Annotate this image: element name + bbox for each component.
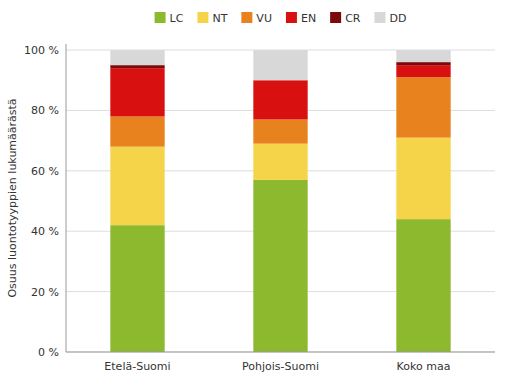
legend-label: LC [170,12,184,25]
bar-segment [396,62,450,65]
x-tick-label: Pohjois-Suomi [242,360,319,373]
y-axis-line [66,44,67,352]
y-tick-label: 20 % [31,286,59,299]
bar-segment [110,65,164,68]
grid-line [66,352,495,353]
legend-item: CR [330,12,361,25]
legend-label: DD [389,12,406,25]
chart-container: 0 % 20 % 40 % 60 % 80 % 100 % Etelä-Suomi Pohjo… [0,0,509,392]
legend-item: VU [241,12,272,25]
bars [110,50,450,352]
legend-swatch [197,12,208,23]
legend-label: NT [212,12,227,25]
x-axis-line [66,352,495,353]
legend-swatch [241,12,252,23]
legend-item: LC [155,12,184,25]
legend-label: EN [301,12,316,25]
legend-swatch [330,12,341,23]
bar-segment [110,68,164,116]
chart-svg: 0 % 20 % 40 % 60 % 80 % 100 % Etelä-Suomi Pohjo… [0,0,509,392]
x-tick-label: Etelä-Suomi [104,360,170,373]
bar-segment [110,116,164,146]
bar-segment [396,77,450,137]
bar-segment [396,50,450,62]
legend-swatch [155,12,166,23]
y-tick-label: 60 % [31,165,59,178]
bar-segment [253,180,307,352]
bar-segment [396,219,450,352]
legend-item: DD [374,12,406,25]
y-tick-label: 40 % [31,225,59,238]
legend-label: VU [256,12,272,25]
legend: LC NT VU EN CR DD [155,12,407,25]
grid [66,50,495,352]
bar-segment [396,65,450,77]
y-tick-label: 0 % [38,346,59,359]
bar-segment [253,80,307,119]
legend-swatch [374,12,385,23]
legend-item: NT [197,12,227,25]
bar-segment [396,138,450,220]
y-axis-label: Osuus luontotyyppien lukumäärästä [6,98,19,297]
y-tick-label: 100 % [24,44,59,57]
bar-segment [110,225,164,352]
legend-label: CR [345,12,361,25]
y-tick-label: 80 % [31,104,59,117]
bar-segment [253,144,307,180]
legend-swatch [286,12,297,23]
bar-segment [110,147,164,226]
bar-segment [110,50,164,65]
bar-segment [253,50,307,80]
legend-item: EN [286,12,316,25]
bar-segment [253,119,307,143]
x-tick-label: Koko maa [397,360,451,373]
